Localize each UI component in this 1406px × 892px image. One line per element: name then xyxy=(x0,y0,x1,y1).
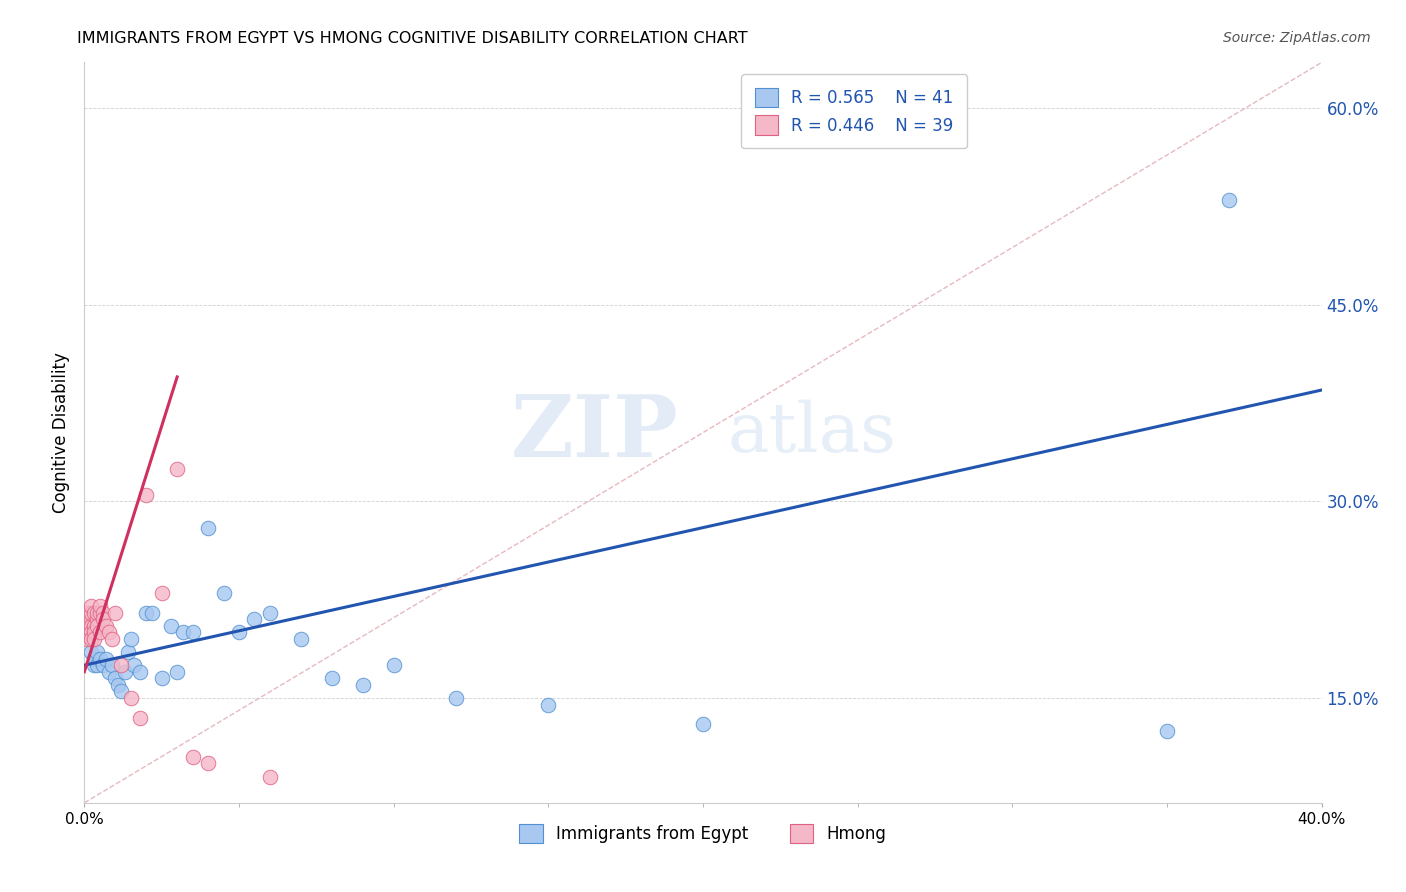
Y-axis label: Cognitive Disability: Cognitive Disability xyxy=(52,352,70,513)
Point xyxy=(86,606,108,620)
Point xyxy=(79,612,101,626)
Point xyxy=(104,671,127,685)
Point xyxy=(135,606,157,620)
Point xyxy=(91,612,114,626)
Text: atlas: atlas xyxy=(728,400,897,466)
Point xyxy=(160,619,183,633)
Point xyxy=(101,632,124,646)
Point xyxy=(83,606,105,620)
Point xyxy=(692,717,714,731)
Point xyxy=(76,632,98,646)
Point xyxy=(91,658,114,673)
Point xyxy=(76,619,98,633)
Point xyxy=(79,606,101,620)
Point xyxy=(79,625,101,640)
Point xyxy=(150,586,173,600)
Point xyxy=(91,606,114,620)
Point xyxy=(79,645,101,659)
Point xyxy=(101,658,124,673)
Point xyxy=(79,632,101,646)
Point xyxy=(94,651,117,665)
Point xyxy=(76,619,98,633)
Point xyxy=(79,619,101,633)
Point xyxy=(197,756,219,771)
Point xyxy=(98,665,121,679)
Point xyxy=(290,632,312,646)
Point xyxy=(83,632,105,646)
Point xyxy=(83,651,105,665)
Point xyxy=(76,625,98,640)
Point xyxy=(120,632,142,646)
Point xyxy=(86,645,108,659)
Point xyxy=(89,651,111,665)
Point xyxy=(129,665,152,679)
Point xyxy=(76,606,98,620)
Point xyxy=(259,606,281,620)
Point xyxy=(89,606,111,620)
Point xyxy=(110,658,132,673)
Point xyxy=(83,619,105,633)
Point xyxy=(76,619,98,633)
Point xyxy=(122,658,145,673)
Point xyxy=(181,750,204,764)
Point xyxy=(120,690,142,705)
Point xyxy=(76,625,98,640)
Point xyxy=(107,678,129,692)
Point xyxy=(89,625,111,640)
Point xyxy=(141,606,163,620)
Point xyxy=(76,612,98,626)
Point xyxy=(1218,193,1240,207)
Point xyxy=(172,625,194,640)
Point xyxy=(76,606,98,620)
Point xyxy=(1156,723,1178,738)
Point xyxy=(83,625,105,640)
Point xyxy=(79,632,101,646)
Point xyxy=(150,671,173,685)
Text: IMMIGRANTS FROM EGYPT VS HMONG COGNITIVE DISABILITY CORRELATION CHART: IMMIGRANTS FROM EGYPT VS HMONG COGNITIVE… xyxy=(77,31,748,46)
Point xyxy=(352,678,374,692)
Point xyxy=(166,461,188,475)
Point xyxy=(86,612,108,626)
Point xyxy=(135,488,157,502)
Point xyxy=(444,690,467,705)
Point xyxy=(243,612,266,626)
Point xyxy=(83,658,105,673)
Point xyxy=(181,625,204,640)
Point xyxy=(89,599,111,614)
Text: Source: ZipAtlas.com: Source: ZipAtlas.com xyxy=(1223,31,1371,45)
Point xyxy=(98,625,121,640)
Point xyxy=(259,770,281,784)
Point xyxy=(79,599,101,614)
Point xyxy=(114,665,136,679)
Text: ZIP: ZIP xyxy=(510,391,678,475)
Point xyxy=(197,521,219,535)
Point xyxy=(104,606,127,620)
Point xyxy=(166,665,188,679)
Legend: Immigrants from Egypt, Hmong: Immigrants from Egypt, Hmong xyxy=(513,817,893,850)
Point xyxy=(321,671,343,685)
Point xyxy=(117,645,139,659)
Point xyxy=(537,698,560,712)
Point xyxy=(228,625,250,640)
Point xyxy=(86,619,108,633)
Point xyxy=(110,684,132,698)
Point xyxy=(212,586,235,600)
Point xyxy=(382,658,405,673)
Point xyxy=(86,658,108,673)
Point xyxy=(94,619,117,633)
Point xyxy=(129,711,152,725)
